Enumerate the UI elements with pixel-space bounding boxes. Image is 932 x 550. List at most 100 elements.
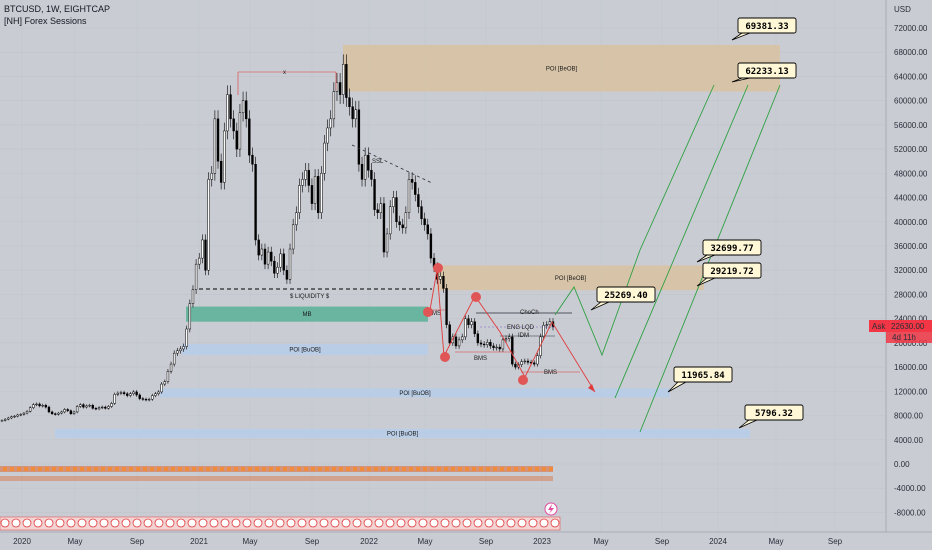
session-mark <box>430 467 434 471</box>
candle-body <box>13 415 16 418</box>
candle-body <box>307 170 310 186</box>
price-tick-label: 44000.00 <box>894 194 928 203</box>
price-callouts: 69381.33 62233.13 32699.77 29219.72 25269.40… <box>590 17 804 429</box>
candle-body <box>35 403 38 406</box>
bms-line-2: BMS <box>455 351 515 362</box>
event-marker <box>88 518 98 528</box>
candle-body <box>241 100 245 114</box>
candle-body <box>107 406 110 409</box>
candle-body <box>514 363 517 368</box>
candle-body <box>410 179 414 183</box>
session-mark <box>465 467 469 471</box>
candle-body <box>32 404 35 408</box>
candle-body <box>360 164 364 180</box>
session-mark <box>164 467 168 471</box>
candle-body <box>66 409 69 411</box>
session-mark <box>402 467 406 471</box>
price-tick-label: 72000.00 <box>894 24 928 33</box>
candle-body <box>507 336 511 339</box>
event-marker <box>418 518 428 528</box>
session-mark <box>493 467 497 471</box>
candle-body <box>63 409 66 413</box>
event-marker <box>462 518 472 528</box>
candle-body <box>19 414 22 416</box>
session-mark <box>52 467 56 471</box>
candle-body <box>226 94 229 132</box>
candle-body <box>50 411 54 414</box>
candle-body <box>160 383 163 393</box>
candle-body <box>342 64 345 95</box>
symbol-title[interactable]: BTCUSD, 1W, EIGHTCAP <box>4 4 111 14</box>
session-mark <box>416 467 420 471</box>
candle-body <box>301 179 304 186</box>
event-marker <box>374 518 384 528</box>
price-ticks: 72000.00 68000.00 64000.00 60000.00 56000.00… <box>894 24 928 517</box>
candle-body <box>426 224 429 235</box>
price-tick-label: 64000.00 <box>894 72 928 81</box>
event-marker <box>319 518 329 528</box>
session-mark <box>38 467 42 471</box>
session-mark <box>199 467 203 471</box>
candle-body <box>317 176 320 213</box>
session-mark <box>73 467 77 471</box>
event-marker <box>176 518 186 528</box>
time-axis[interactable]: 2020 May Sep 2021 May Sep 2022 May Sep 2023 May Sep… <box>0 531 932 546</box>
session-mark <box>255 467 259 471</box>
candle-body <box>370 170 373 180</box>
event-marker <box>440 518 450 528</box>
session-mark <box>206 467 210 471</box>
event-marker <box>110 518 120 528</box>
session-mark <box>227 467 231 471</box>
session-mark <box>66 467 70 471</box>
session-mark <box>514 467 518 471</box>
event-marker <box>44 518 54 528</box>
session-mark <box>136 467 140 471</box>
green-projections <box>554 84 781 433</box>
poi-zone <box>437 265 704 291</box>
candle-body <box>141 398 145 400</box>
red-arrow-head <box>588 384 595 392</box>
candle-body <box>176 350 179 354</box>
session-mark <box>395 467 399 471</box>
session-mark <box>486 467 490 471</box>
poi-zone-label: POI [BuOB] <box>387 431 419 437</box>
ask-badge[interactable] <box>869 320 932 332</box>
callout-price: 32699.77 <box>710 244 753 254</box>
indicator-title[interactable]: [NH] Forex Sessions <box>4 16 87 26</box>
event-marker <box>308 518 318 528</box>
candle-body <box>179 348 182 352</box>
candle-body <box>417 194 420 207</box>
candle-body <box>16 414 19 417</box>
countdown-badge <box>886 332 932 343</box>
candle-body <box>216 118 220 162</box>
event-marker <box>187 518 197 528</box>
ssl-label: SSL <box>372 159 384 165</box>
session-mark <box>444 467 448 471</box>
session-mark <box>17 467 21 471</box>
time-tick-label: Sep <box>130 537 145 546</box>
candle-body <box>157 391 160 395</box>
poi-zone-label: POI [BuOB] <box>289 348 321 354</box>
session-mark <box>269 467 273 471</box>
lightning-icon[interactable] <box>544 502 558 516</box>
candle-body <box>335 82 339 92</box>
callout-price: 11965.84 <box>681 371 725 381</box>
session-mark <box>367 467 371 471</box>
price-axis[interactable]: USD 72000.00 68000.00 64000.00 60000.00 5600… <box>869 0 932 532</box>
candle-body <box>442 276 445 289</box>
candle-body <box>254 164 257 241</box>
candle-body <box>414 182 417 195</box>
candle-body <box>0 420 4 422</box>
event-marker <box>55 518 65 528</box>
event-marker <box>121 518 131 528</box>
session-mark <box>549 467 553 471</box>
price-tick-label: 12000.00 <box>894 387 928 396</box>
event-marker <box>385 518 395 528</box>
event-marker <box>143 518 153 528</box>
event-marker <box>132 518 142 528</box>
session-mark <box>409 467 413 471</box>
candle-body <box>404 212 408 229</box>
session-mark <box>542 467 546 471</box>
candle-body <box>194 263 198 290</box>
